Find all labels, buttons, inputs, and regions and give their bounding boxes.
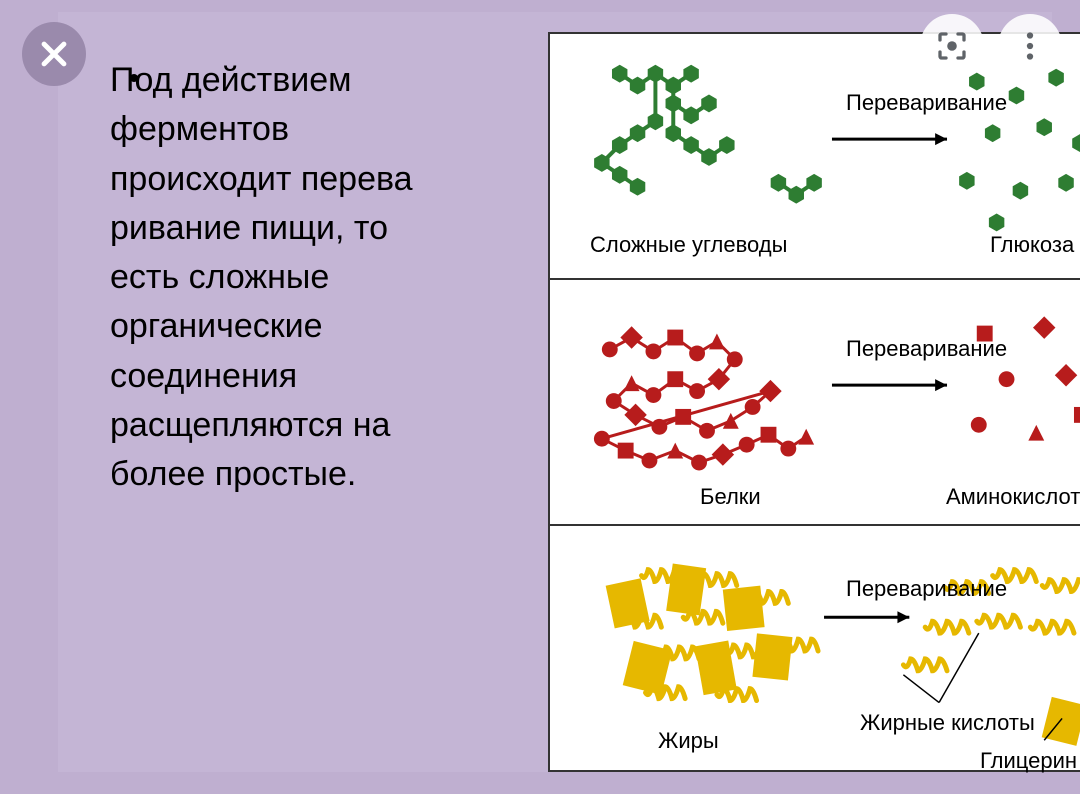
fat-right2-label: Глицерин xyxy=(980,748,1077,774)
prot-left-label: Белки xyxy=(700,484,761,510)
slide-body: Под действием ферментов происходит перев… xyxy=(58,12,1052,772)
prot-right-label: Аминокислоты xyxy=(946,484,1080,510)
lens-icon xyxy=(934,28,970,64)
fat-process-label: Переваривание xyxy=(846,576,1007,602)
close-icon xyxy=(37,37,71,71)
lens-button[interactable] xyxy=(920,14,984,78)
close-button[interactable] xyxy=(22,22,86,86)
more-vert-icon xyxy=(1012,28,1048,64)
panel-fats: Переваривание Жиры Жирные кислоты Глицер… xyxy=(550,526,1080,770)
more-button[interactable] xyxy=(998,14,1062,78)
carbs-right-label: Глюкоза xyxy=(990,232,1074,258)
prot-process-label: Переваривание xyxy=(846,336,1007,362)
panel-proteins: Переваривание Белки Аминокислоты xyxy=(550,280,1080,526)
overlay-toolbar xyxy=(920,14,1062,78)
text-column: Под действием ферментов происходит перев… xyxy=(58,12,480,772)
carbs-process-label: Переваривание xyxy=(846,90,1007,116)
digestion-diagram: Переваривание Сложные углеводы Глюкоза П… xyxy=(548,32,1080,772)
main-paragraph: Под действием ферментов происходит перев… xyxy=(110,56,460,500)
fat-right1-label: Жирные кислоты xyxy=(860,710,1035,736)
carbs-left-label: Сложные углеводы xyxy=(590,232,787,258)
bullet-point xyxy=(130,74,138,82)
fat-left-label: Жиры xyxy=(658,728,719,754)
